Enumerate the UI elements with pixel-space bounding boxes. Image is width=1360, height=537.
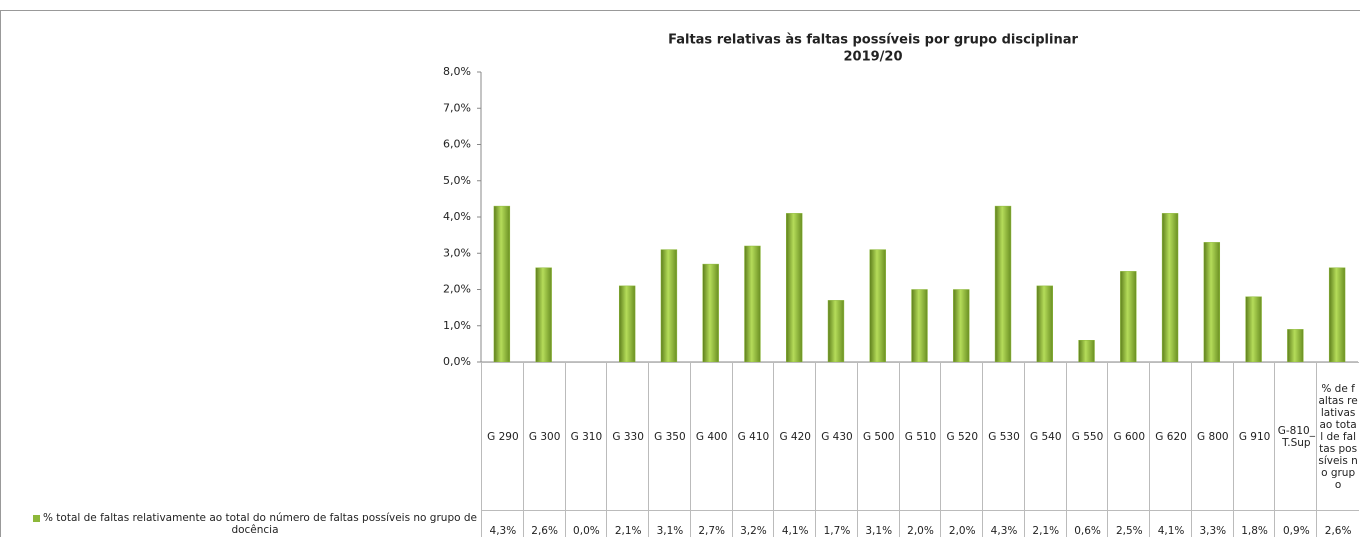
bar xyxy=(1245,296,1262,363)
data-table-value: 2,5% xyxy=(1107,510,1151,537)
data-table-value: 4,1% xyxy=(1149,510,1192,537)
x-tick-label: G 540 xyxy=(1023,362,1067,510)
bar xyxy=(493,205,511,363)
data-table-value: 2,1% xyxy=(606,510,650,537)
y-tick-label: 7,0% xyxy=(443,101,471,114)
y-tick-label: 0,0% xyxy=(443,355,471,368)
data-table-value: 3,1% xyxy=(856,510,900,537)
bar xyxy=(1328,267,1346,363)
x-tick-label: G 410 xyxy=(731,362,775,510)
x-tick-label: G-810_T.Sup xyxy=(1274,362,1318,510)
x-tick-label: G 910 xyxy=(1232,362,1276,510)
x-tick-label: G 500 xyxy=(856,362,900,510)
bar xyxy=(1078,340,1095,363)
bar xyxy=(786,213,803,363)
bar xyxy=(911,289,928,363)
x-tick-label: G 350 xyxy=(648,362,691,510)
x-tick-label: G 600 xyxy=(1107,362,1151,510)
bar xyxy=(1120,271,1137,363)
x-tick-label: G 510 xyxy=(898,362,942,510)
bar xyxy=(702,263,719,363)
data-table-value: 0,0% xyxy=(564,510,608,537)
x-tick-label: G 330 xyxy=(606,362,650,510)
data-table-value: 3,2% xyxy=(731,510,775,537)
data-table-value: 2,7% xyxy=(689,510,733,537)
y-tick-label: 3,0% xyxy=(443,246,471,259)
x-tick-label: G 520 xyxy=(940,362,984,510)
y-tick-label: 5,0% xyxy=(443,174,471,187)
bar xyxy=(744,245,761,363)
data-table-value: 1,7% xyxy=(815,510,858,537)
bar xyxy=(827,300,845,363)
chart-border xyxy=(0,10,1360,537)
legend-label: % total de faltas relativamente ao total… xyxy=(42,512,477,536)
bar xyxy=(535,267,552,363)
data-table-value: 2,0% xyxy=(940,510,984,537)
y-tick-label: 1,0% xyxy=(443,319,471,332)
data-table-value: 3,1% xyxy=(648,510,691,537)
x-tick-label: G 620 xyxy=(1149,362,1192,510)
x-tick-label: G 420 xyxy=(773,362,817,510)
x-tick-label: G 310 xyxy=(564,362,608,510)
x-tick-label: G 800 xyxy=(1190,362,1234,510)
data-table-value: 2,6% xyxy=(522,510,566,537)
data-table-value: 2,1% xyxy=(1023,510,1067,537)
bar xyxy=(994,205,1012,363)
data-table-value: 4,3% xyxy=(982,510,1025,537)
x-tick-label: G 400 xyxy=(689,362,733,510)
chart-subtitle: 2019/20 xyxy=(843,50,902,65)
data-table-value: 3,3% xyxy=(1190,510,1234,537)
bar xyxy=(1036,285,1053,363)
x-tick-label: % de faltas relativas ao total de faltas… xyxy=(1316,362,1359,510)
legend-swatch xyxy=(32,514,40,522)
x-tick-label: G 290 xyxy=(481,362,524,510)
data-table-value: 1,8% xyxy=(1232,510,1276,537)
bar xyxy=(1203,242,1221,363)
legend: % total de faltas relativamente ao total… xyxy=(30,512,480,536)
data-table-value: 4,1% xyxy=(773,510,817,537)
data-table-value: 4,3% xyxy=(481,510,524,537)
y-tick-label: 4,0% xyxy=(443,210,471,223)
bar xyxy=(618,285,636,363)
bar xyxy=(1161,213,1179,363)
y-tick-label: 6,0% xyxy=(443,138,471,151)
bar xyxy=(1287,329,1304,363)
y-tick-label: 8,0% xyxy=(443,65,471,78)
data-table-value: 0,9% xyxy=(1274,510,1318,537)
data-table-value: 2,0% xyxy=(898,510,942,537)
bar xyxy=(869,249,886,363)
chart-title: Faltas relativas às faltas possíveis por… xyxy=(668,33,1078,48)
x-tick-label: G 530 xyxy=(982,362,1025,510)
data-table-value: 0,6% xyxy=(1065,510,1109,537)
bar xyxy=(660,249,678,363)
data-table-value: 2,6% xyxy=(1316,510,1359,537)
bar xyxy=(953,289,970,363)
y-tick-label: 2,0% xyxy=(443,283,471,296)
x-tick-label: G 550 xyxy=(1065,362,1109,510)
x-tick-label: G 300 xyxy=(522,362,566,510)
x-tick-label: G 430 xyxy=(815,362,858,510)
